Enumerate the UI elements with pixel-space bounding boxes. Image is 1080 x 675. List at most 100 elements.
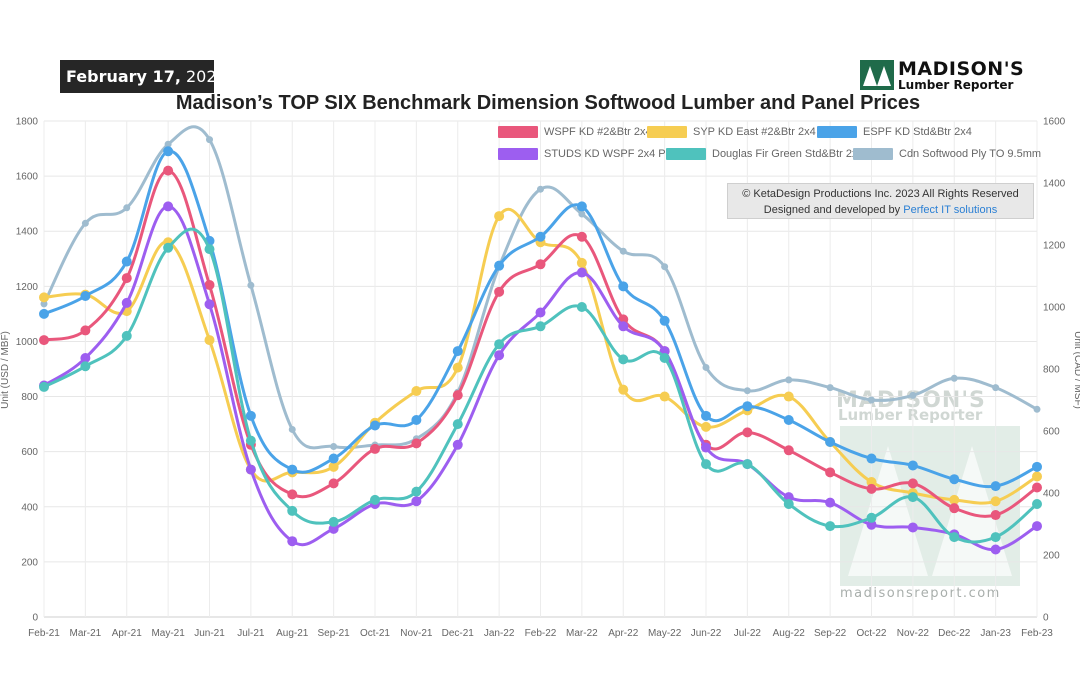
data-point-ply xyxy=(330,443,338,450)
data-point-espf xyxy=(328,453,339,464)
data-point-ply xyxy=(1033,405,1041,413)
data-point-espf xyxy=(121,256,132,267)
data-point-syp xyxy=(452,362,463,373)
x-tick-label: Jan-22 xyxy=(484,628,515,639)
data-point-studs xyxy=(907,522,918,533)
data-point-espf xyxy=(370,420,380,431)
data-point-ply xyxy=(743,387,751,395)
data-point-espf xyxy=(163,146,174,157)
data-point-wspf xyxy=(163,165,174,176)
legend-label-ply: Cdn Softwood Ply TO 9.5mm xyxy=(899,148,1042,160)
x-tick-label: Mar-21 xyxy=(70,628,102,639)
y-axis-left: 0 200 400 600 800 1000 1200 1400 1600 1800 xyxy=(16,117,39,624)
data-point-douglas xyxy=(618,354,629,365)
legend-item-ply[interactable]: Cdn Softwood Ply TO 9.5mm xyxy=(853,148,1041,166)
data-point-douglas xyxy=(39,381,49,392)
copyright-line: © KetaDesign Productions Inc. 2023 All R… xyxy=(742,188,1019,200)
data-point-espf xyxy=(990,481,1001,492)
x-tick-label: Oct-22 xyxy=(856,628,886,639)
legend-swatch-ply xyxy=(853,148,893,161)
y-tick-label-right: 600 xyxy=(1043,427,1060,438)
legend-item-syp[interactable]: SYP KD East #2&Btr 2x4 xyxy=(647,126,816,144)
data-point-studs xyxy=(411,496,422,507)
data-point-syp xyxy=(1032,471,1042,482)
x-tick-label: Nov-22 xyxy=(897,628,930,639)
data-point-studs xyxy=(990,544,1001,555)
y-tick-label-left: 400 xyxy=(21,502,38,513)
x-tick-label: Oct-21 xyxy=(360,628,390,639)
data-point-douglas xyxy=(659,352,670,363)
data-point-wspf xyxy=(370,443,380,454)
data-point-ply xyxy=(578,210,586,218)
legend-label-studs: STUDS KD WSPF 2x4 PET xyxy=(544,148,680,160)
date-badge-year: 2023 xyxy=(180,67,227,86)
data-point-espf xyxy=(535,231,546,242)
data-point-wspf xyxy=(742,427,753,438)
data-point-studs xyxy=(1032,521,1042,532)
data-point-wspf xyxy=(535,259,546,270)
legend-item-espf[interactable]: ESPF KD Std&Btr 2x4 xyxy=(817,126,972,144)
data-point-studs xyxy=(204,299,215,310)
data-point-wspf xyxy=(328,478,339,489)
data-point-espf xyxy=(576,201,587,212)
data-point-ply xyxy=(288,425,296,433)
legend-label-wspf: WSPF KD #2&Btr 2x4 xyxy=(544,126,652,138)
credit-link[interactable]: Perfect IT solutions xyxy=(903,204,998,216)
data-point-wspf xyxy=(1032,482,1042,493)
y-tick-label-right: 800 xyxy=(1043,365,1060,376)
data-point-douglas xyxy=(287,505,298,516)
data-point-douglas xyxy=(245,435,256,446)
series-layer xyxy=(39,125,1042,555)
data-point-studs xyxy=(783,492,794,503)
x-tick-label: Feb-21 xyxy=(28,628,60,639)
legend-label-espf: ESPF KD Std&Btr 2x4 xyxy=(863,126,972,138)
y-tick-label-left: 1000 xyxy=(16,337,39,348)
data-point-douglas xyxy=(328,516,339,527)
x-tick-label: Mar-22 xyxy=(566,628,598,639)
data-point-studs xyxy=(245,464,256,475)
data-point-wspf xyxy=(949,503,960,514)
x-tick-label: Sep-21 xyxy=(318,628,351,639)
legend-item-douglas[interactable]: Douglas Fir Green Std&Btr 2x4 xyxy=(666,148,864,166)
date-badge: February 17, 2023 xyxy=(60,60,227,93)
chart-title: Madison’s TOP SIX Benchmark Dimension So… xyxy=(175,92,921,114)
data-point-espf xyxy=(1032,461,1042,472)
data-point-syp xyxy=(949,494,960,505)
data-point-espf xyxy=(452,346,463,357)
data-point-syp xyxy=(866,476,877,487)
data-point-ply xyxy=(909,391,917,399)
data-point-douglas xyxy=(825,521,836,532)
data-point-wspf xyxy=(121,273,132,284)
y-tick-label-right: 400 xyxy=(1043,489,1060,500)
data-point-wspf xyxy=(990,510,1001,521)
data-point-wspf xyxy=(452,390,463,401)
data-point-wspf xyxy=(866,483,877,494)
x-tick-label: May-21 xyxy=(151,628,185,639)
data-point-syp xyxy=(990,496,1001,507)
legend-item-wspf[interactable]: WSPF KD #2&Btr 2x4 xyxy=(498,126,652,144)
data-point-ply xyxy=(785,376,793,384)
legend-item-studs[interactable]: STUDS KD WSPF 2x4 PET xyxy=(498,148,680,166)
data-point-ply xyxy=(40,300,48,308)
data-point-ply xyxy=(247,281,255,289)
watermark: MADISON'S Lumber Reporter madisonsreport… xyxy=(836,388,1026,608)
data-point-studs xyxy=(825,497,836,508)
data-point-douglas xyxy=(452,419,463,430)
y-tick-label-right: 1200 xyxy=(1043,241,1066,252)
data-point-espf xyxy=(907,460,918,471)
data-point-syp xyxy=(659,391,670,402)
x-axis: Feb-21 Mar-21 Apr-21 May-21 Jun-21 Jul-21 Aug-… xyxy=(28,628,1053,639)
watermark-logo-icon xyxy=(840,426,1020,586)
x-tick-label: Jul-21 xyxy=(237,628,265,639)
data-point-studs xyxy=(328,523,339,534)
data-point-espf xyxy=(866,453,877,464)
data-point-syp xyxy=(328,461,339,472)
data-point-douglas xyxy=(535,321,546,332)
data-point-wspf xyxy=(576,231,587,242)
series-line-studs xyxy=(43,204,1038,552)
y-axis-right-label: Unit (CAD / MSF) xyxy=(1072,331,1080,409)
data-point-syp xyxy=(783,391,794,402)
y-tick-label-left: 1200 xyxy=(16,282,39,293)
data-point-douglas xyxy=(990,532,1001,543)
